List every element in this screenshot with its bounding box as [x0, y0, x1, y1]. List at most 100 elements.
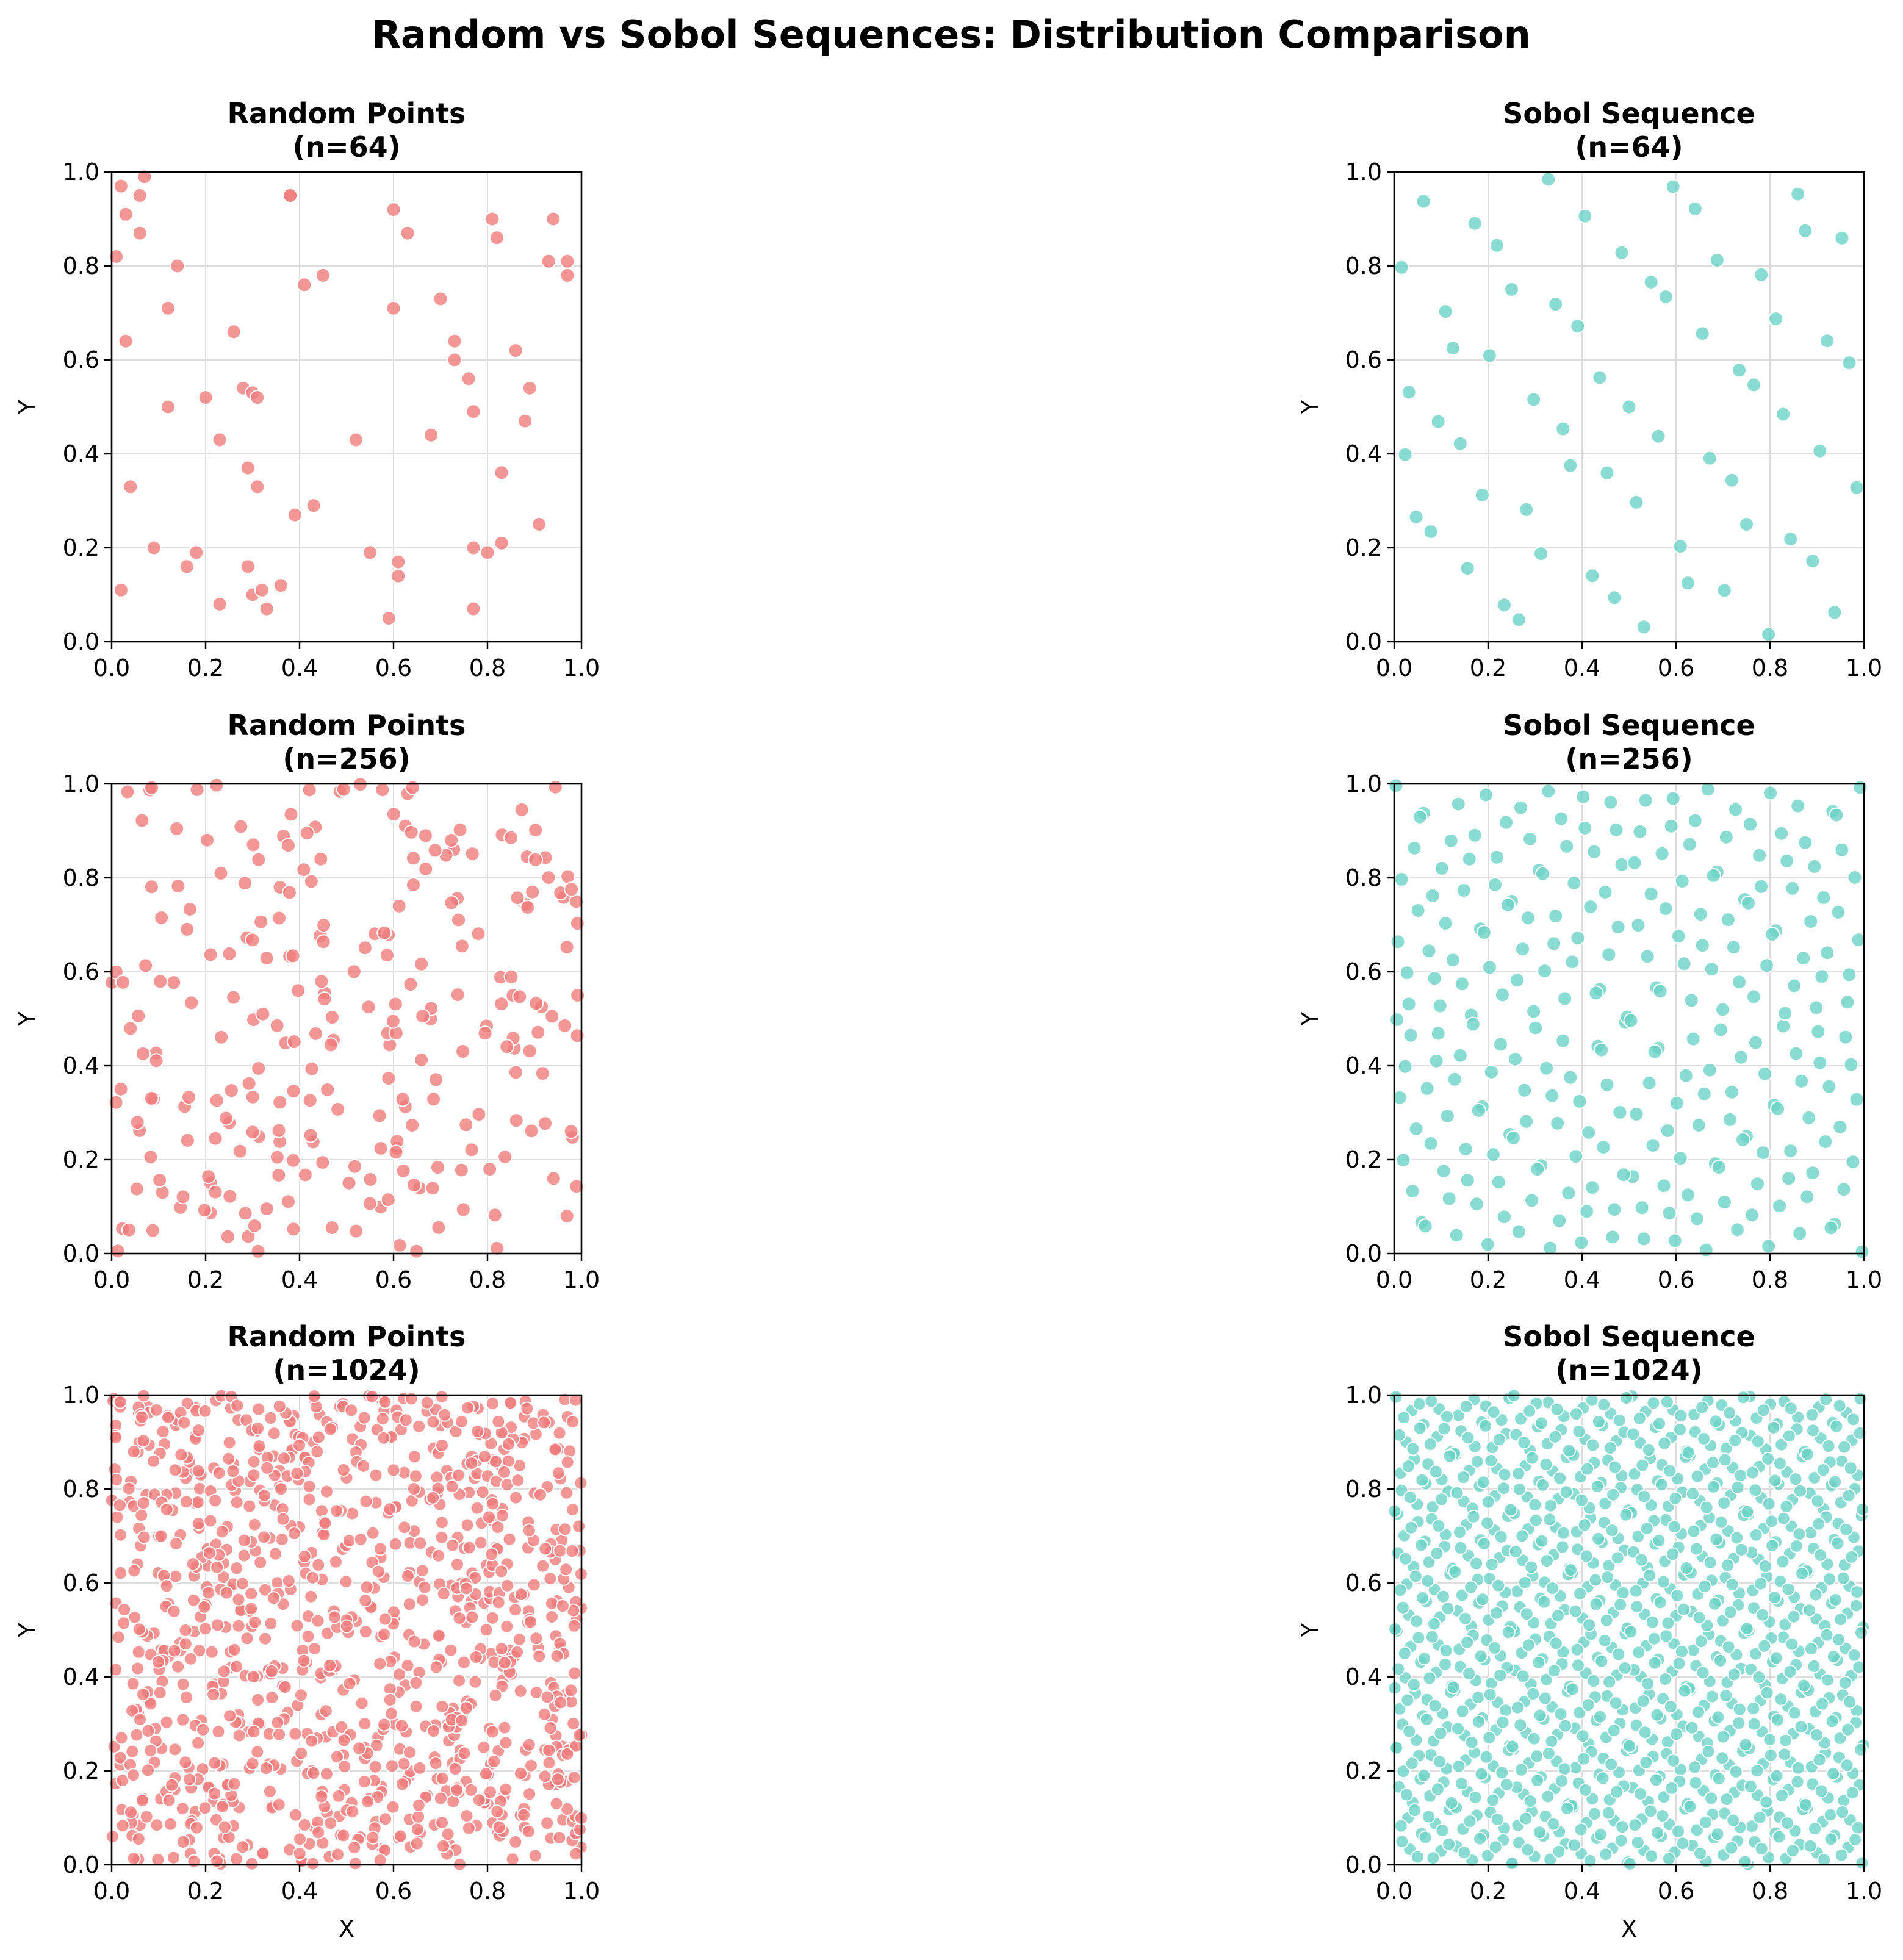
scatter-point: [1715, 1751, 1730, 1765]
scatter-point: [1807, 1470, 1822, 1485]
scatter-point: [318, 1704, 333, 1718]
scatter-point: [1665, 791, 1681, 806]
scatter-point: [572, 1519, 586, 1534]
scatter-point: [191, 1517, 206, 1531]
scatter-point: [336, 1463, 351, 1477]
scatter-point: [1458, 1611, 1473, 1626]
scatter-point: [378, 1812, 393, 1826]
scatter-point: [254, 582, 270, 598]
scatter-point: [113, 1750, 128, 1765]
scatter-point: [1599, 465, 1615, 481]
scatter-point: [1696, 1665, 1710, 1680]
scatter-point: [353, 1532, 368, 1546]
scatter-point: [551, 1466, 566, 1481]
scatter-point: [209, 1093, 225, 1108]
scatter-point: [131, 1645, 146, 1659]
scatter-point: [1686, 1487, 1700, 1501]
panel-title: Random Points: [228, 1320, 466, 1353]
scatter-point: [159, 1502, 174, 1517]
scatter-point: [357, 1775, 372, 1789]
scatter-point: [297, 1818, 312, 1832]
scatter-point: [151, 1654, 165, 1669]
scatter-point: [1559, 1485, 1574, 1499]
scatter-point: [1633, 1786, 1648, 1801]
scatter-point: [1543, 1852, 1558, 1867]
scatter-point: [219, 1585, 234, 1600]
scatter-point: [1664, 1781, 1679, 1795]
scatter-point: [1555, 1540, 1570, 1554]
scatter-point: [1452, 1047, 1468, 1063]
scatter-point: [1732, 974, 1747, 990]
plot-frame: [110, 171, 583, 643]
scatter-point: [472, 1793, 486, 1807]
scatter-point: [1783, 531, 1799, 547]
scatter-point: [1397, 447, 1413, 462]
scatter-point: [1600, 1570, 1615, 1584]
scatter-point: [1767, 1590, 1782, 1605]
scatter-point: [1797, 223, 1813, 239]
scatter-point: [1575, 1493, 1589, 1507]
scatter-point: [1639, 1521, 1654, 1536]
plot-area: [112, 784, 581, 1254]
scatter-point: [495, 1509, 509, 1523]
scatter-point: [523, 1123, 539, 1139]
scatter-point: [272, 1797, 286, 1812]
scatter-point: [123, 479, 138, 495]
scatter-point: [1828, 1592, 1843, 1607]
scatter-point: [1788, 1046, 1804, 1061]
scatter-point: [1669, 1095, 1685, 1111]
scatter-point: [1539, 1672, 1554, 1687]
scatter-point: [1605, 1229, 1621, 1245]
scatter-point: [1395, 1600, 1410, 1615]
scatter-point: [1543, 1498, 1558, 1513]
scatter-point: [381, 611, 397, 626]
x-tick-label: 0.2: [187, 1878, 224, 1904]
scatter-point: [1705, 1689, 1719, 1704]
scatter-point: [1610, 1784, 1624, 1799]
scatter-point: [1708, 1414, 1723, 1429]
scatter-point: [342, 1534, 356, 1548]
scatter-point: [1432, 1754, 1447, 1769]
scatter-point: [390, 554, 406, 570]
scatter-point: [479, 1767, 493, 1781]
scatter-point: [213, 866, 229, 881]
scatter-point: [387, 996, 403, 1012]
scatter-point: [553, 1543, 567, 1558]
scatter-point: [1628, 1584, 1643, 1598]
scatter-point: [569, 916, 585, 932]
scatter-point: [1717, 1496, 1732, 1510]
scatter-point: [1836, 1182, 1852, 1197]
scatter-point: [182, 902, 198, 917]
scatter-point: [1471, 1690, 1486, 1704]
scatter-point: [339, 1619, 354, 1634]
scatter-point: [508, 1603, 523, 1617]
scatter-point: [111, 1630, 126, 1645]
scatter-point: [1826, 1766, 1841, 1781]
scatter-point: [454, 1414, 469, 1429]
scatter-point: [381, 1071, 397, 1086]
scatter-point: [1700, 781, 1716, 797]
scatter-point: [1750, 1764, 1765, 1778]
x-tick-label: 0.4: [1564, 655, 1600, 681]
scatter-point: [479, 1623, 494, 1637]
scatter-point: [1849, 1091, 1865, 1107]
panel-sobol-1024: 0.0 0.2 0.4 0.6 0.8 1.00.00.20.40.60.81.0Sobo…: [1297, 1320, 1882, 1942]
scatter-point: [542, 1743, 556, 1757]
scatter-point: [1448, 1227, 1464, 1243]
scatter-point: [207, 1786, 222, 1801]
scatter-point: [420, 1395, 434, 1410]
scatter-point: [299, 825, 315, 841]
scatter-point: [372, 1108, 387, 1124]
scatter-point: [1481, 348, 1497, 364]
scatter-point: [1601, 947, 1617, 963]
scatter-point: [447, 333, 462, 349]
scatter-point: [246, 1670, 261, 1684]
y-tick-label: 0.8: [63, 1476, 99, 1502]
scatter-point: [1478, 787, 1494, 803]
scatter-point: [1719, 1689, 1733, 1703]
scatter-point: [1555, 1773, 1569, 1788]
scatter-point: [344, 1403, 359, 1418]
scatter-point: [405, 780, 420, 795]
scatter-point: [1400, 1693, 1415, 1707]
scatter-point: [336, 781, 351, 797]
